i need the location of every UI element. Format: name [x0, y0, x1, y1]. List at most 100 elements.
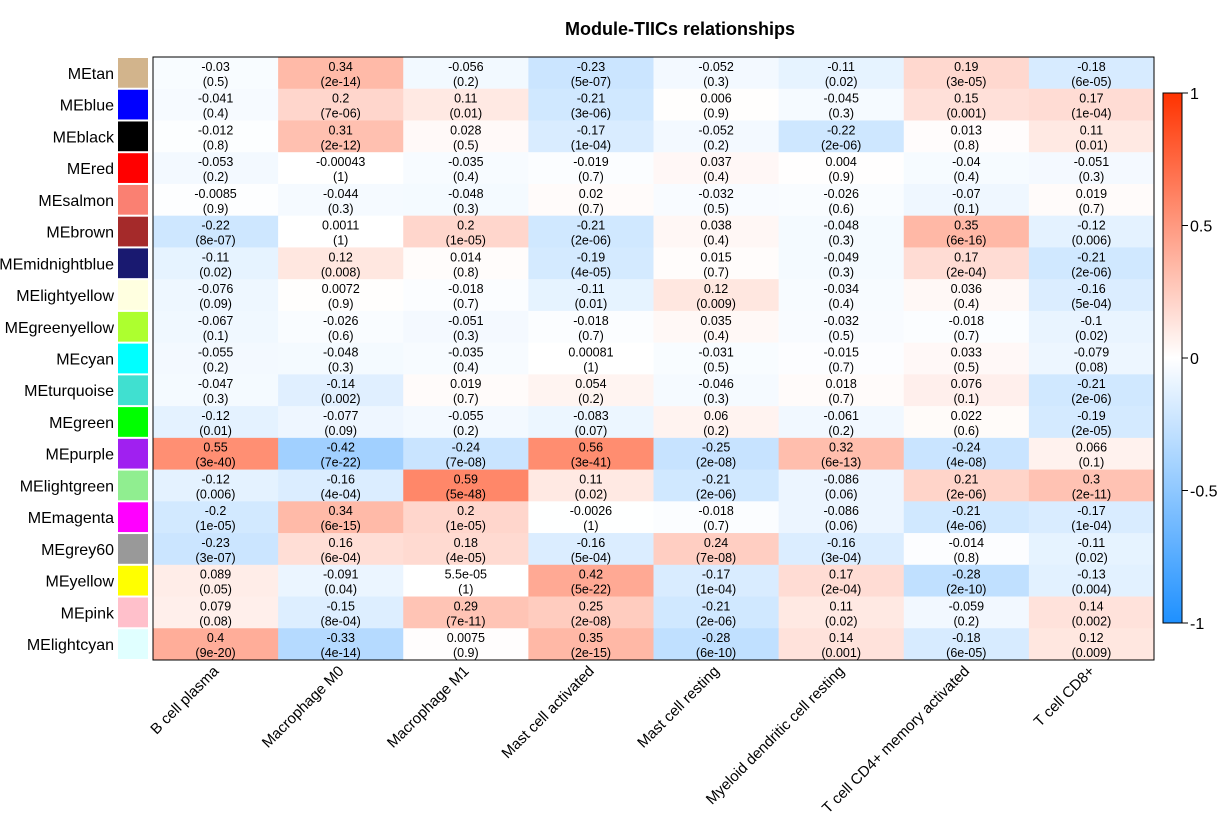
cell-value-label: -0.17	[1077, 504, 1106, 518]
cell-pvalue-label: (0.4)	[703, 170, 729, 184]
row-label: MEbrown	[46, 225, 114, 242]
cell-pvalue-label: (5e-22)	[571, 583, 611, 597]
cell-pvalue-label: (0.6)	[828, 202, 854, 216]
cell-value-label: -0.018	[949, 314, 984, 328]
cell-pvalue-label: (0.002)	[1072, 614, 1112, 628]
cell-value-label: -0.11	[202, 250, 230, 264]
heatmap-cell	[153, 469, 279, 502]
cell-value-label: -0.026	[823, 187, 858, 201]
heatmap-cell	[528, 374, 654, 407]
cell-pvalue-label: (3e-04)	[821, 551, 861, 565]
cell-value-label: 0.006	[700, 92, 731, 106]
cell-value-label: 0.59	[454, 472, 478, 486]
cell-value-label: 0.19	[954, 60, 978, 74]
heatmap-cell	[653, 310, 780, 344]
cell-value-label: 0.0011	[322, 219, 359, 233]
cell-value-label: 0.12	[329, 250, 353, 264]
heatmap-cell	[403, 152, 529, 185]
cell-pvalue-label: (4e-06)	[946, 519, 986, 533]
cell-pvalue-label: (6e-04)	[321, 551, 361, 565]
cell-pvalue-label: (0.9)	[203, 202, 229, 216]
heatmap-cell	[278, 247, 404, 280]
heatmap-cell	[153, 183, 279, 217]
heatmap-cell	[1028, 342, 1155, 375]
module-color-swatch	[118, 121, 148, 152]
heatmap-cell	[653, 342, 780, 375]
column-labels: B cell plasma Macrophage M0 Macrophage M1 M…	[147, 662, 1098, 817]
heatmap-cell	[278, 374, 404, 407]
cell-pvalue-label: (0.2)	[578, 392, 604, 406]
heatmap-cell	[903, 215, 1030, 248]
cell-pvalue-label: (0.05)	[199, 583, 232, 597]
cell-value-label: -0.21	[702, 472, 731, 486]
cell-value-label: -0.015	[823, 346, 858, 360]
cell-value-label: -0.048	[323, 346, 358, 360]
heatmap-cell	[778, 533, 905, 566]
module-color-swatch	[118, 438, 148, 469]
cell-value-label: 0.25	[579, 599, 603, 613]
heatmap-cell	[528, 88, 654, 121]
cell-value-label: -0.11	[1078, 536, 1106, 550]
row-label: MEyellow	[46, 574, 115, 591]
cell-pvalue-label: (1e-04)	[1071, 519, 1111, 533]
heatmap-cell	[653, 374, 780, 407]
heatmap-cell	[903, 437, 1030, 471]
cell-pvalue-label: (4e-14)	[321, 646, 361, 660]
cell-value-label: -0.12	[1077, 219, 1106, 233]
cell-pvalue-label: (0.002)	[321, 392, 361, 406]
cell-pvalue-label: (0.7)	[828, 392, 854, 406]
cell-pvalue-label: (1e-04)	[696, 583, 736, 597]
heatmap-cell	[653, 406, 780, 439]
cell-pvalue-label: (0.02)	[825, 614, 858, 628]
cell-value-label: 0.35	[579, 631, 603, 645]
heatmap-cell	[153, 374, 279, 407]
cell-value-label: -0.059	[949, 599, 984, 613]
cell-value-label: -0.21	[952, 504, 981, 518]
cell-pvalue-label: (0.02)	[575, 487, 608, 501]
cell-value-label: -0.17	[577, 123, 606, 137]
cell-value-label: 0.06	[704, 409, 728, 423]
heatmap-cell	[903, 342, 1030, 375]
heatmap-cell	[653, 501, 780, 534]
cell-value-label: -0.16	[326, 472, 355, 486]
column-label: Macrophage M1	[384, 663, 473, 752]
cell-value-label: -0.21	[577, 219, 606, 233]
cell-pvalue-label: (0.01)	[199, 424, 232, 438]
heatmap-cell	[653, 152, 780, 185]
colorbar-tick-label: 0	[1190, 351, 1199, 368]
cell-pvalue-label: (0.1)	[953, 392, 979, 406]
heatmap-cell	[528, 152, 654, 185]
heatmap-cell	[653, 469, 780, 502]
heatmap-cell	[403, 564, 529, 598]
heatmap-cell	[653, 247, 780, 280]
cell-pvalue-label: (0.02)	[1075, 551, 1108, 565]
cell-value-label: 0.089	[200, 568, 231, 582]
cell-pvalue-label: (0.7)	[453, 297, 479, 311]
heatmap-cell	[778, 628, 905, 661]
cell-pvalue-label: (0.2)	[703, 138, 729, 152]
cell-value-label: -0.031	[698, 346, 733, 360]
heatmap-cell	[278, 533, 404, 566]
cell-pvalue-label: (0.2)	[453, 424, 479, 438]
cell-pvalue-label: (0.3)	[328, 361, 354, 375]
cell-pvalue-label: (2e-08)	[696, 456, 736, 470]
cell-value-label: -0.056	[448, 60, 483, 74]
heatmap-cell	[778, 310, 905, 344]
heatmap-cell	[278, 88, 404, 121]
cell-value-label: -0.22	[827, 123, 856, 137]
cell-pvalue-label: (0.5)	[703, 202, 729, 216]
cell-pvalue-label: (0.2)	[203, 361, 229, 375]
heatmap-cell	[903, 279, 1030, 312]
cell-pvalue-label: (0.01)	[449, 107, 482, 121]
cell-value-label: 0.21	[954, 472, 978, 486]
row-label: MElightgreen	[20, 478, 114, 495]
heatmap-cell	[653, 596, 780, 629]
cell-pvalue-label: (0.5)	[203, 75, 229, 89]
cell-value-label: 0.054	[575, 377, 606, 391]
module-color-swatch	[118, 629, 148, 659]
cell-pvalue-label: (0.7)	[703, 519, 729, 533]
cell-value-label: 0.34	[329, 60, 353, 74]
cell-pvalue-label: (3e-40)	[195, 456, 235, 470]
cell-pvalue-label: (8e-07)	[195, 234, 235, 248]
